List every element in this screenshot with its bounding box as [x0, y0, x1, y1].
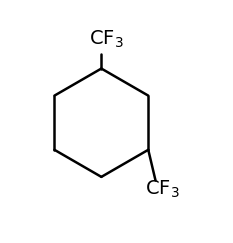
Text: CF$_3$: CF$_3$ [145, 179, 179, 200]
Text: CF$_3$: CF$_3$ [89, 29, 124, 51]
